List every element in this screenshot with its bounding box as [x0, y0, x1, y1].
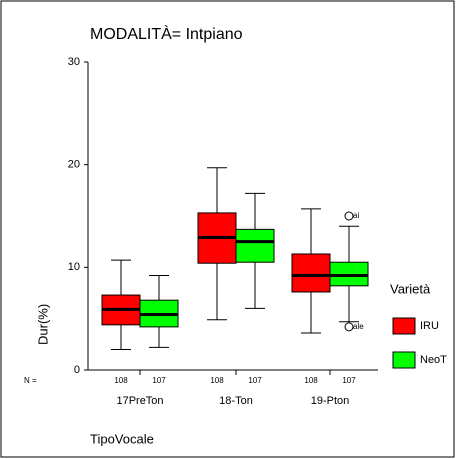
y-tick-label: 10	[68, 261, 80, 273]
y-tick-label: 30	[68, 56, 80, 68]
box	[235, 228, 275, 263]
n-label: 107	[152, 376, 166, 385]
x-tick-label: 18-Ton	[219, 395, 253, 407]
n-label: 108	[210, 376, 224, 385]
x-tick-label: 19-Pton	[311, 395, 350, 407]
y-axis-label: Dur(%)	[35, 304, 50, 345]
legend-swatch	[392, 351, 416, 369]
legend-label: IRU	[420, 320, 439, 332]
x-axis-label: TipoVocale	[90, 431, 154, 446]
n-label: 108	[304, 376, 318, 385]
legend-title: Varietà	[390, 281, 431, 296]
legend-label: NeoT	[420, 354, 447, 366]
chart-title: MODALITÀ= Intpiano	[90, 24, 243, 43]
legend-swatch	[392, 317, 416, 335]
box	[291, 253, 331, 293]
box	[329, 261, 369, 287]
outlier-label: ale	[353, 322, 364, 331]
outlier	[344, 211, 354, 221]
outlier	[344, 322, 354, 332]
x-tick-label: 17PreTon	[116, 395, 163, 407]
y-tick-label: 20	[68, 159, 80, 171]
n-label: 107	[342, 376, 356, 385]
outlier-label: ai	[353, 211, 359, 220]
n-label: 108	[114, 376, 128, 385]
n-prefix: N =	[24, 376, 37, 385]
y-tick-label: 0	[74, 364, 80, 376]
n-label: 107	[248, 376, 262, 385]
